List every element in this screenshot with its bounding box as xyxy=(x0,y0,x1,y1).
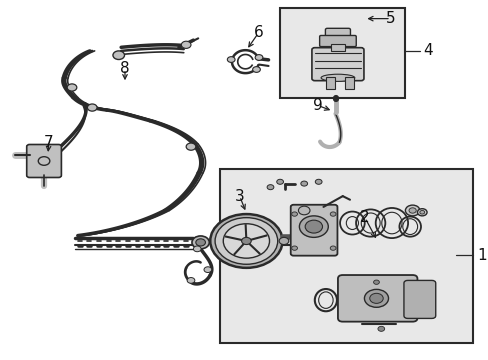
Circle shape xyxy=(195,239,205,246)
Circle shape xyxy=(67,84,77,91)
FancyBboxPatch shape xyxy=(325,28,350,39)
FancyBboxPatch shape xyxy=(311,48,363,81)
Circle shape xyxy=(223,224,269,258)
Circle shape xyxy=(329,212,335,216)
Circle shape xyxy=(193,246,201,252)
Circle shape xyxy=(113,51,124,59)
Text: 6: 6 xyxy=(253,26,263,40)
Bar xyxy=(325,77,334,89)
Circle shape xyxy=(300,181,307,186)
Circle shape xyxy=(291,246,297,250)
Text: 4: 4 xyxy=(423,44,432,58)
Circle shape xyxy=(315,179,322,184)
Circle shape xyxy=(203,267,211,273)
FancyBboxPatch shape xyxy=(290,205,337,256)
Circle shape xyxy=(299,216,327,237)
Circle shape xyxy=(215,218,277,264)
Ellipse shape xyxy=(321,74,354,81)
Circle shape xyxy=(227,57,235,62)
Circle shape xyxy=(291,212,297,216)
Circle shape xyxy=(329,246,335,250)
Circle shape xyxy=(192,236,209,249)
Circle shape xyxy=(255,55,263,60)
FancyBboxPatch shape xyxy=(319,36,356,46)
FancyBboxPatch shape xyxy=(337,275,417,321)
Circle shape xyxy=(241,237,251,244)
Circle shape xyxy=(210,214,282,268)
Text: 8: 8 xyxy=(120,61,129,76)
Text: 7: 7 xyxy=(44,135,54,150)
Circle shape xyxy=(405,205,419,216)
Circle shape xyxy=(279,237,288,244)
Circle shape xyxy=(276,179,283,184)
Bar xyxy=(345,77,353,89)
Circle shape xyxy=(377,326,384,331)
Text: 3: 3 xyxy=(234,189,244,204)
Circle shape xyxy=(419,211,424,214)
Circle shape xyxy=(266,185,273,190)
FancyBboxPatch shape xyxy=(27,144,61,177)
Circle shape xyxy=(186,143,195,150)
Circle shape xyxy=(373,280,379,284)
Circle shape xyxy=(369,293,383,303)
Text: 2: 2 xyxy=(359,210,369,225)
Bar xyxy=(220,169,472,343)
Text: 9: 9 xyxy=(312,98,322,113)
Circle shape xyxy=(298,206,309,215)
Text: 1: 1 xyxy=(477,248,486,263)
Circle shape xyxy=(87,104,97,111)
Circle shape xyxy=(364,289,388,307)
Circle shape xyxy=(187,278,194,283)
Circle shape xyxy=(252,67,260,72)
Text: 5: 5 xyxy=(386,11,395,26)
Bar xyxy=(330,44,345,51)
Circle shape xyxy=(181,41,191,48)
Circle shape xyxy=(417,209,426,216)
Circle shape xyxy=(408,208,415,213)
FancyBboxPatch shape xyxy=(403,280,435,319)
Bar xyxy=(280,8,405,98)
Circle shape xyxy=(305,220,322,233)
